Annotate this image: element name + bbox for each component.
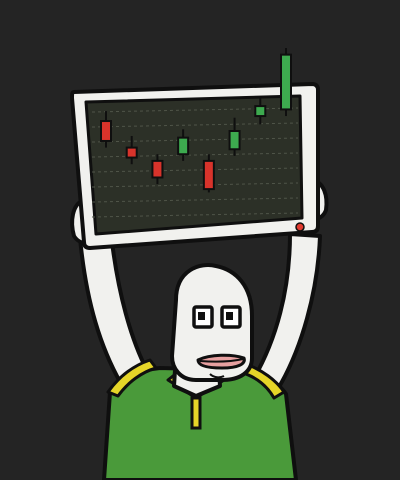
candle-up	[280, 53, 292, 111]
candle-up	[254, 105, 267, 118]
grid-line	[91, 152, 299, 158]
right-pupil	[226, 312, 233, 320]
grid-line	[91, 212, 299, 218]
grid-line	[91, 182, 299, 188]
grid-line	[91, 122, 299, 128]
grid-line	[91, 167, 299, 173]
left-pupil	[198, 312, 205, 320]
mouth-line	[199, 358, 244, 363]
head	[170, 263, 254, 382]
shirt-placket	[190, 396, 202, 430]
left-sleeve-trim	[106, 358, 158, 398]
candle-down	[151, 159, 164, 179]
candle-down	[125, 146, 138, 159]
monitor-screen	[84, 94, 304, 236]
monitor	[70, 82, 320, 250]
candle-down	[202, 159, 215, 191]
chart-grid	[91, 107, 299, 218]
chin-line	[209, 373, 225, 379]
grid-line	[91, 137, 299, 143]
candle-up	[177, 136, 190, 156]
candle-up	[228, 130, 241, 151]
power-led-icon	[295, 222, 305, 232]
grid-line	[91, 107, 299, 113]
candle-down	[100, 120, 112, 142]
candlestick-chart-icon	[100, 48, 292, 193]
grid-line	[91, 197, 299, 203]
